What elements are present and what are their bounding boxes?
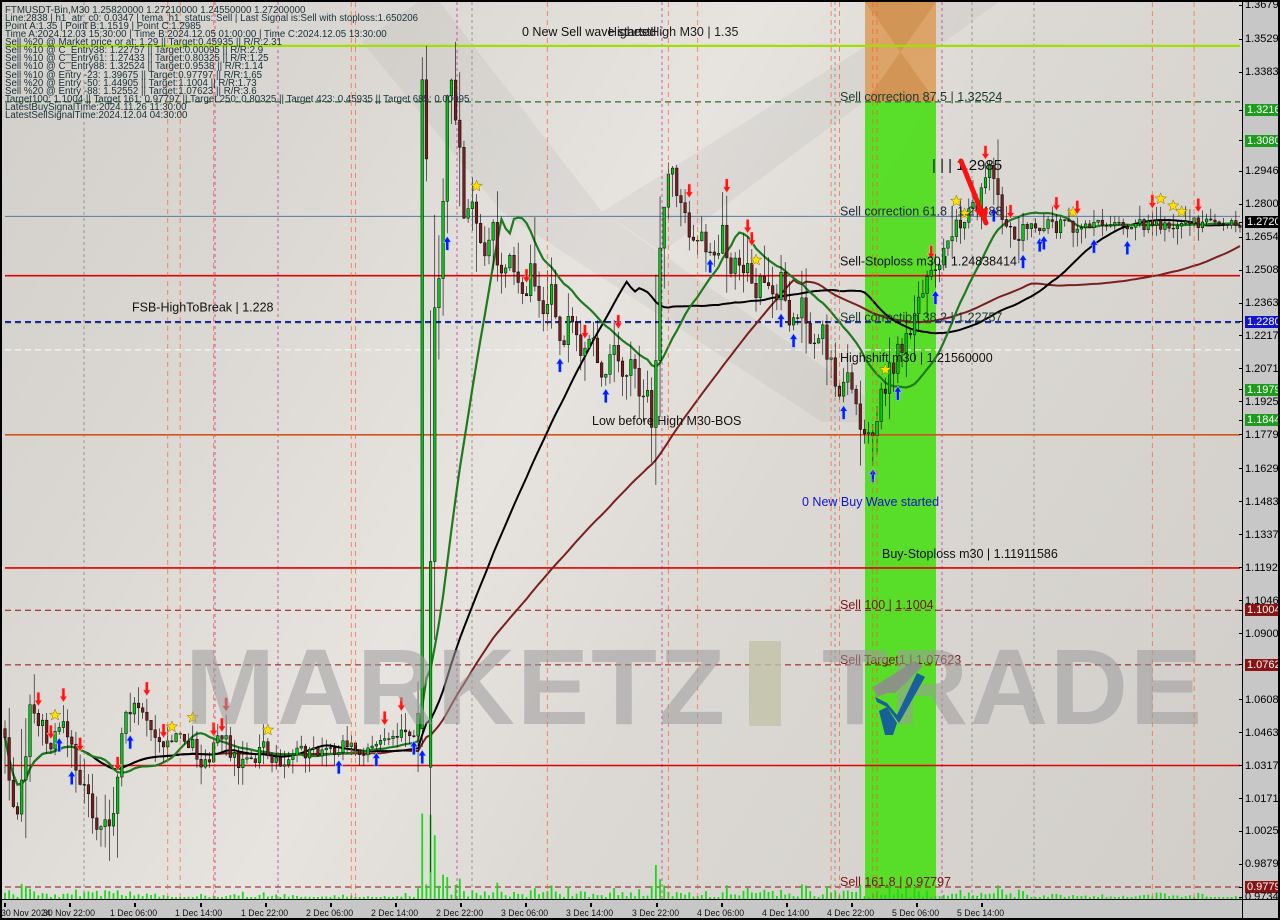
svg-text:Highshift m30 | 1.21560000: Highshift m30 | 1.21560000 xyxy=(840,351,993,365)
svg-text:Sell correction 38.2 | 1.22757: Sell correction 38.2 | 1.22757 xyxy=(840,311,1002,325)
svg-text:Low before High M30-BOS: Low before High M30-BOS xyxy=(592,414,741,428)
svg-text:Sell 100 | 1.1004: Sell 100 | 1.1004 xyxy=(840,598,934,612)
svg-text:Sell 161.8 | 0.97797: Sell 161.8 | 0.97797 xyxy=(840,875,951,889)
svg-text:Buy-Stoploss m30 | 1.11911586: Buy-Stoploss m30 | 1.11911586 xyxy=(882,547,1058,561)
svg-text:0 New Buy Wave started: 0 New Buy Wave started xyxy=(802,495,939,509)
svg-text:Sell-Stoploss m30 | 1.24838414: Sell-Stoploss m30 | 1.24838414 xyxy=(840,255,1017,269)
svg-text:Sell correction 87.5 | 1.32524: Sell correction 87.5 | 1.32524 xyxy=(840,90,1002,104)
svg-text:FSB-HighToBreak | 1.228: FSB-HighToBreak | 1.228 xyxy=(132,301,274,315)
svg-text:0 New Sell wave started: 0 New Sell wave started xyxy=(522,25,656,39)
